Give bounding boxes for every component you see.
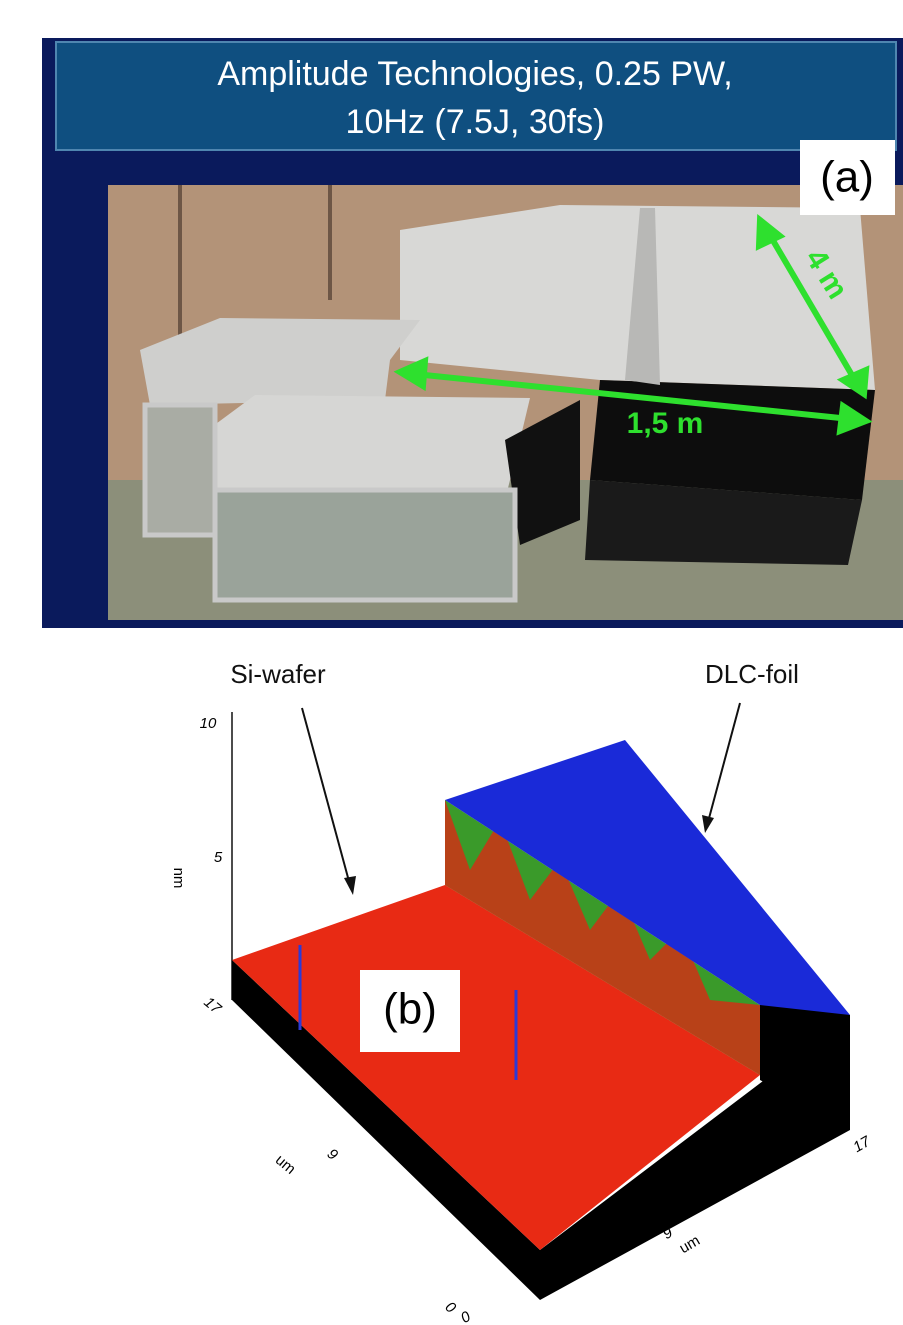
- annotation-arrow: [708, 703, 740, 822]
- annotation: Si-wafer: [230, 659, 326, 689]
- photo: [108, 185, 903, 620]
- panel-label: (a): [820, 153, 874, 202]
- left-axis-label: um: [272, 1151, 299, 1177]
- left-tick-label: 0: [442, 1298, 460, 1317]
- dimension-label: 1,5 m: [627, 407, 704, 440]
- z-tick-label: 5: [214, 849, 223, 866]
- left-tick-label: 9: [324, 1145, 342, 1164]
- figure: Amplitude Technologies, 0.25 PW, 10Hz (7…: [0, 0, 903, 1325]
- title-line: 10Hz (7.5J, 30fs): [346, 103, 605, 141]
- bottom-axis-label: um: [676, 1232, 703, 1257]
- photo-frame: [215, 490, 515, 600]
- arrow-head: [702, 815, 714, 833]
- surface: [232, 740, 850, 1300]
- photo-box: [205, 395, 530, 500]
- left-tick-label: 17: [200, 994, 224, 1018]
- z-tick-label: 10: [200, 715, 217, 732]
- photo-frame: [145, 405, 215, 535]
- z-axis-label: nm: [170, 868, 187, 889]
- bottom-tick-label: 0: [458, 1308, 474, 1325]
- panel-label: (b): [383, 985, 437, 1034]
- annotation: DLC-foil: [705, 659, 799, 689]
- annotation-arrow: [302, 708, 350, 885]
- bottom-tick-label: 17: [850, 1133, 874, 1156]
- title-line: Amplitude Technologies, 0.25 PW,: [217, 55, 732, 93]
- arrow-head: [344, 876, 356, 895]
